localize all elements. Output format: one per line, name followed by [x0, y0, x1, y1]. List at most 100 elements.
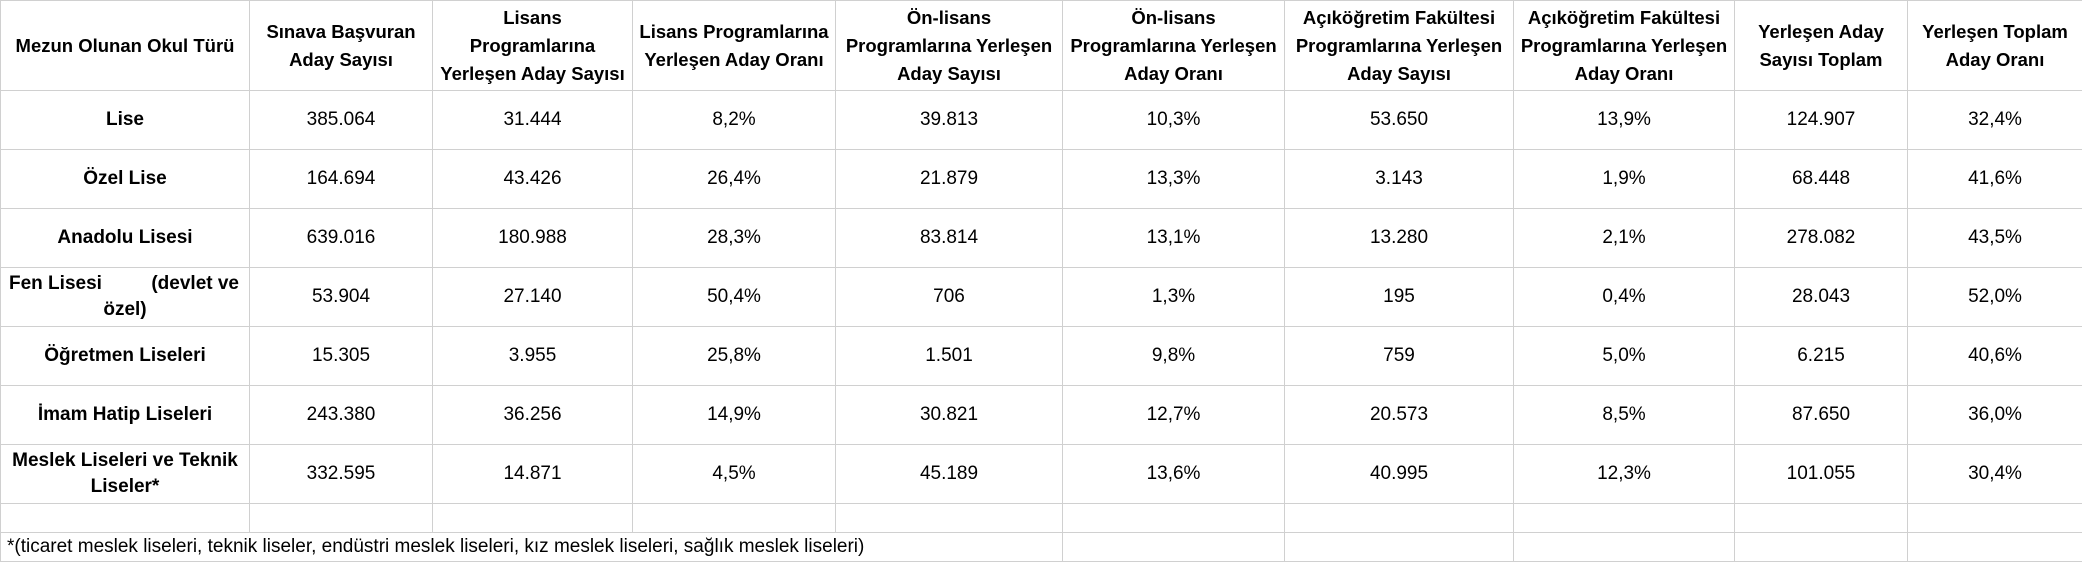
table-cell: 83.814: [835, 208, 1063, 268]
table-cell: 2,1%: [1513, 208, 1735, 268]
table-cell: 706: [835, 267, 1063, 327]
table-row: Öğretmen Liseleri 15.305 3.955 25,8% 1.501 9,…: [0, 326, 2082, 386]
table-cell: 27.140: [432, 267, 633, 327]
table-row: Meslek Liseleri ve Teknik Liseler* 332.59…: [0, 444, 2082, 504]
empty-cell: [1907, 503, 2082, 533]
empty-cell: [1513, 532, 1735, 562]
column-header: Açıköğretim Fakültesi Programlarına Yerl…: [1513, 0, 1735, 91]
table-cell: 8,2%: [632, 90, 836, 150]
table-cell: 36,0%: [1907, 385, 2082, 445]
table-cell: 13,3%: [1062, 149, 1285, 209]
table-cell: 28,3%: [632, 208, 836, 268]
table-cell: 31.444: [432, 90, 633, 150]
column-header: Lisans Programlarına Yerleşen Aday Sayıs…: [432, 0, 633, 91]
table-cell: 5,0%: [1513, 326, 1735, 386]
table-row: Özel Lise 164.694 43.426 26,4% 21.879 13,3% 3.…: [0, 149, 2082, 209]
row-label: İmam Hatip Liseleri: [0, 385, 250, 445]
empty-cell: [0, 503, 250, 533]
header-row: Mezun Olunan Okul Türü Sınava Başvuran Ad…: [0, 0, 2082, 91]
table-cell: 25,8%: [632, 326, 836, 386]
row-label: Lise: [0, 90, 250, 150]
empty-cell: [1062, 532, 1285, 562]
table-cell: 1,3%: [1062, 267, 1285, 327]
table-cell: 15.305: [249, 326, 433, 386]
empty-row: [0, 503, 2082, 533]
column-header: Mezun Olunan Okul Türü: [0, 0, 250, 91]
column-header: Açıköğretim Fakültesi Programlarına Yerl…: [1284, 0, 1514, 91]
table-cell: 13,6%: [1062, 444, 1285, 504]
table-cell: 10,3%: [1062, 90, 1285, 150]
table-cell: 50,4%: [632, 267, 836, 327]
table-cell: 639.016: [249, 208, 433, 268]
table-cell: 30.821: [835, 385, 1063, 445]
table-cell: 759: [1284, 326, 1514, 386]
row-label: Özel Lise: [0, 149, 250, 209]
table-cell: 12,7%: [1062, 385, 1285, 445]
table-cell: 40.995: [1284, 444, 1514, 504]
table-cell: 195: [1284, 267, 1514, 327]
table-cell: 9,8%: [1062, 326, 1285, 386]
table-row: İmam Hatip Liseleri 243.380 36.256 14,9% 30.…: [0, 385, 2082, 445]
empty-cell: [632, 503, 836, 533]
table-cell: 3.143: [1284, 149, 1514, 209]
table-cell: 26,4%: [632, 149, 836, 209]
row-label: Fen Lisesi (devlet ve özel): [0, 267, 250, 327]
empty-cell: [1907, 532, 2082, 562]
empty-cell: [1284, 532, 1514, 562]
table-cell: 14,9%: [632, 385, 836, 445]
table-cell: 4,5%: [632, 444, 836, 504]
table-cell: 43,5%: [1907, 208, 2082, 268]
table-cell: 12,3%: [1513, 444, 1735, 504]
column-header: Lisans Programlarına Yerleşen Aday Oranı: [632, 0, 836, 91]
empty-cell: [1734, 503, 1908, 533]
empty-cell: [249, 503, 433, 533]
column-header: Yerleşen Toplam Aday Oranı: [1907, 0, 2082, 91]
row-label-part: (devlet ve: [151, 273, 239, 294]
table-cell: 3.955: [432, 326, 633, 386]
table-cell: 41,6%: [1907, 149, 2082, 209]
table-cell: 6.215: [1734, 326, 1908, 386]
empty-cell: [835, 503, 1063, 533]
table-cell: 101.055: [1734, 444, 1908, 504]
table-cell: 30,4%: [1907, 444, 2082, 504]
table-cell: 180.988: [432, 208, 633, 268]
table-cell: 52,0%: [1907, 267, 2082, 327]
table-cell: 68.448: [1734, 149, 1908, 209]
table-cell: 43.426: [432, 149, 633, 209]
table-cell: 53.650: [1284, 90, 1514, 150]
table-cell: 20.573: [1284, 385, 1514, 445]
table-cell: 124.907: [1734, 90, 1908, 150]
table-row: Anadolu Lisesi 639.016 180.988 28,3% 83.814 1…: [0, 208, 2082, 268]
footnote: *(ticaret meslek liseleri, teknik lisele…: [0, 532, 1063, 562]
table-cell: 87.650: [1734, 385, 1908, 445]
column-header: Yerleşen Aday Sayısı Toplam: [1734, 0, 1908, 91]
row-label-part: özel): [103, 299, 147, 320]
row-label-part: Fen Lisesi: [9, 273, 102, 294]
table-cell: 13.280: [1284, 208, 1514, 268]
table-cell: 8,5%: [1513, 385, 1735, 445]
empty-cell: [1734, 532, 1908, 562]
table-cell: 164.694: [249, 149, 433, 209]
column-header: Sınava Başvuran Aday Sayısı: [249, 0, 433, 91]
table-cell: 243.380: [249, 385, 433, 445]
table-cell: 36.256: [432, 385, 633, 445]
footnote-row: *(ticaret meslek liseleri, teknik lisele…: [0, 532, 2082, 562]
table-cell: 332.595: [249, 444, 433, 504]
table-cell: 53.904: [249, 267, 433, 327]
table-row: Lise 385.064 31.444 8,2% 39.813 10,3% 53.650 13…: [0, 90, 2082, 150]
empty-cell: [1513, 503, 1735, 533]
table-cell: 28.043: [1734, 267, 1908, 327]
table-cell: 1.501: [835, 326, 1063, 386]
row-label: Öğretmen Liseleri: [0, 326, 250, 386]
table-row: Fen Lisesi (devlet ve özel) 53.904 27.140 50,…: [0, 267, 2082, 327]
column-header: Ön-lisans Programlarına Yerleşen Aday Sa…: [835, 0, 1063, 91]
table-cell: 45.189: [835, 444, 1063, 504]
row-label: Meslek Liseleri ve Teknik Liseler*: [0, 444, 250, 504]
empty-cell: [1062, 503, 1285, 533]
table-cell: 21.879: [835, 149, 1063, 209]
table-cell: 1,9%: [1513, 149, 1735, 209]
table-cell: 32,4%: [1907, 90, 2082, 150]
table-cell: 14.871: [432, 444, 633, 504]
column-header: Ön-lisans Programlarına Yerleşen Aday Or…: [1062, 0, 1285, 91]
